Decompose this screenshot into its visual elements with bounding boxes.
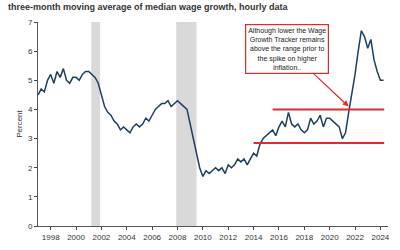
svg-text:4: 4 [28, 105, 33, 114]
svg-text:2024: 2024 [371, 233, 389, 242]
svg-text:2018: 2018 [295, 233, 313, 242]
svg-text:2006: 2006 [143, 233, 161, 242]
svg-text:7: 7 [28, 18, 33, 27]
svg-text:2000: 2000 [67, 233, 85, 242]
svg-text:Percent: Percent [15, 109, 24, 137]
svg-text:2014: 2014 [245, 233, 263, 242]
svg-text:1: 1 [28, 193, 33, 202]
svg-text:2004: 2004 [118, 233, 136, 242]
svg-text:2012: 2012 [219, 233, 237, 242]
svg-text:6: 6 [28, 47, 33, 56]
svg-text:2010: 2010 [194, 233, 212, 242]
svg-text:2008: 2008 [169, 233, 187, 242]
svg-text:3: 3 [28, 134, 33, 143]
svg-text:three-month moving average of: three-month moving average of median wag… [8, 2, 289, 12]
svg-text:2002: 2002 [93, 233, 111, 242]
svg-text:2020: 2020 [321, 233, 339, 242]
svg-text:2022: 2022 [346, 233, 364, 242]
svg-text:Although lower the WageGrowth: Although lower the WageGrowth Tracker re… [248, 27, 326, 70]
svg-text:5: 5 [28, 76, 33, 85]
svg-text:1998: 1998 [42, 233, 60, 242]
svg-text:2: 2 [28, 164, 33, 173]
svg-text:0: 0 [28, 222, 33, 231]
svg-text:2016: 2016 [270, 233, 288, 242]
